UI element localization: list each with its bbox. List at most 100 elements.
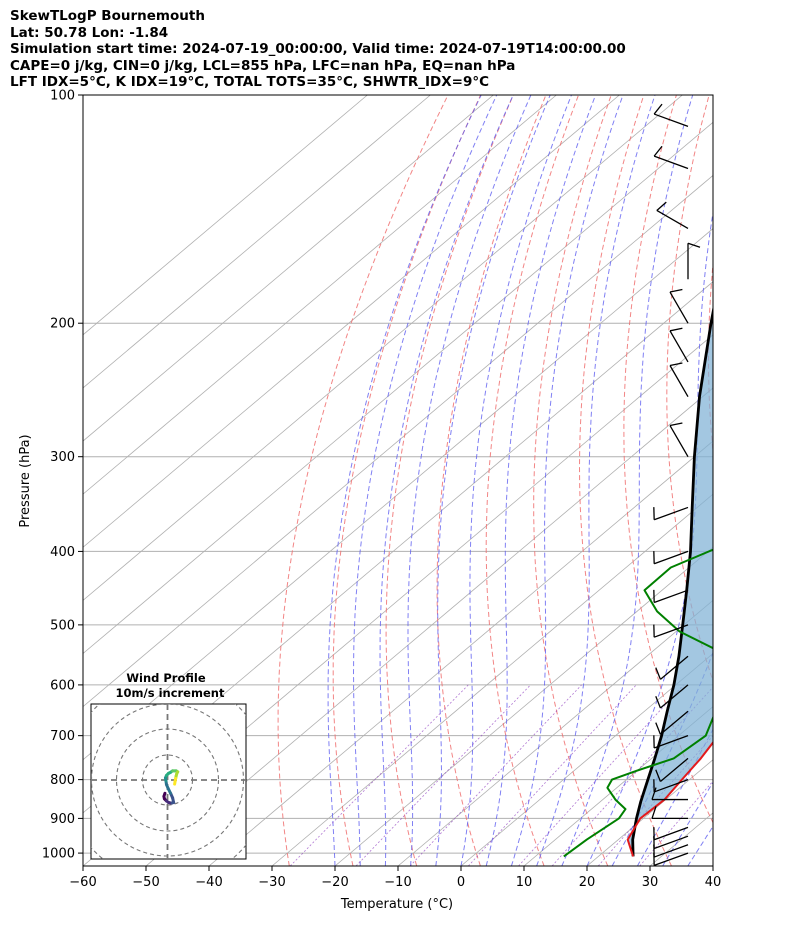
y-tick-label: 300 xyxy=(50,450,75,465)
wind-barb-flag xyxy=(655,769,662,782)
isotherm-line xyxy=(83,95,683,601)
wind-barb-staff xyxy=(660,684,689,709)
x-tick-label: 30 xyxy=(642,875,659,890)
inset-subtitle: 10m/s increment xyxy=(116,686,225,700)
wind-barb xyxy=(656,201,689,230)
wind-profile-inset: Wind Profile 10m/s increment xyxy=(90,671,247,860)
x-tick-label: −50 xyxy=(132,875,159,890)
moist-adiabat-line xyxy=(536,95,656,866)
wind-barb-staff xyxy=(653,155,689,170)
wind-barb-staff xyxy=(653,852,689,867)
wind-barb-flag xyxy=(651,787,657,800)
wind-barb-staff xyxy=(653,835,689,850)
dry-adiabat-line xyxy=(485,95,579,866)
dry-adiabat-line xyxy=(788,95,794,866)
wind-barb xyxy=(653,779,689,793)
isotherm-line xyxy=(83,95,368,336)
wind-barb-staff xyxy=(669,365,689,397)
wind-barb xyxy=(653,145,689,170)
moist-adiabat-line xyxy=(327,95,482,866)
profile-layer xyxy=(563,304,713,858)
wind-barb-staff xyxy=(653,735,689,749)
wind-barb xyxy=(653,103,689,127)
wind-barb-flag xyxy=(669,362,683,367)
wind-barb-staff xyxy=(653,826,689,841)
y-tick-label: 200 xyxy=(50,317,75,332)
wind-barb-flag xyxy=(669,288,683,293)
x-tick-label: −60 xyxy=(69,875,96,890)
time-line: Simulation start time: 2024-07-19_00:00:… xyxy=(10,41,626,57)
y-tick-label: 100 xyxy=(50,89,75,104)
wind-barb-staff xyxy=(669,425,689,458)
hodograph-segment xyxy=(173,779,177,786)
wind-barb-flag xyxy=(655,722,662,735)
temperature-line xyxy=(626,740,713,857)
dry-adiabat-line xyxy=(385,95,514,866)
x-tick-label: −40 xyxy=(195,875,222,890)
wind-barb xyxy=(653,826,689,841)
wind-barb xyxy=(651,787,688,801)
wind-barb-staff xyxy=(660,757,689,783)
x-tick-label: 20 xyxy=(579,875,596,890)
y-tick-label: 500 xyxy=(50,618,75,633)
moist-adiabat-line xyxy=(561,95,694,866)
wind-barb-staff xyxy=(660,710,689,735)
wind-barb-staff xyxy=(660,655,689,680)
wind-barb-flag xyxy=(653,103,663,115)
x-tick-label: −20 xyxy=(321,875,348,890)
dewpoint-line xyxy=(563,548,713,858)
dry-adiabat-line xyxy=(277,95,449,866)
wind-barb-staff xyxy=(653,550,689,565)
dry-adiabat-line xyxy=(436,95,547,866)
y-tick-label: 800 xyxy=(50,773,75,788)
moist-adiabat-line xyxy=(586,209,713,866)
wind-barb-staff xyxy=(653,624,689,638)
isotherm-line xyxy=(83,95,557,495)
wind-barb-flag xyxy=(655,667,662,680)
wind-barb-staff xyxy=(669,291,689,324)
wind-barb xyxy=(669,422,689,458)
isotherm-line xyxy=(460,652,713,866)
isotherm-line xyxy=(83,95,431,389)
wind-barb xyxy=(653,506,689,521)
x-axis-label: Temperature (°C) xyxy=(340,897,453,912)
dry-adiabat-line xyxy=(749,95,794,866)
isotherm-line xyxy=(271,493,713,866)
y-tick-label: 400 xyxy=(50,545,75,560)
mixing-ratio-line xyxy=(289,684,469,866)
inset-frame xyxy=(90,703,247,860)
mixing-ratio-line xyxy=(355,684,531,866)
wind-barb xyxy=(651,806,688,820)
wind-barb xyxy=(669,327,689,363)
dry-adiabat-line xyxy=(332,95,482,866)
wind-barb-staff xyxy=(653,589,689,604)
wind-barb xyxy=(653,589,689,604)
moist-adiabat-line xyxy=(510,95,624,866)
isotherm-line xyxy=(83,121,713,655)
y-tick-label: 900 xyxy=(50,812,75,827)
inset-plot xyxy=(91,704,246,859)
wind-barb-staff xyxy=(669,330,689,363)
indices-line-1: CAPE=0 j/kg, CIN=0 j/kg, LCL=855 hPa, LF… xyxy=(10,57,516,74)
wind-barb xyxy=(653,624,689,638)
wind-barb xyxy=(653,735,689,749)
wind-barb xyxy=(687,242,701,280)
wind-barb-flag xyxy=(687,242,701,248)
wind-barb-staff xyxy=(653,506,689,521)
wind-barb xyxy=(655,684,689,709)
isotherm-line xyxy=(397,599,713,866)
parcel-profile-line xyxy=(631,304,713,857)
isotherm-line xyxy=(334,546,713,866)
chart-title-block: SkewTLogP Bournemouth Lat: 50.78 Lon: -1… xyxy=(10,8,626,91)
wind-barb xyxy=(655,710,689,735)
indices-line-2: LFT IDX=5°C, K IDX=19°C, TOTAL TOTS=35°C… xyxy=(10,74,490,90)
isotherm-line xyxy=(776,95,794,866)
x-tick-label: −10 xyxy=(384,875,411,890)
mixing-ratio-line xyxy=(409,684,582,866)
isotherm-line xyxy=(83,95,494,442)
mixing-ratio-line xyxy=(468,684,637,866)
x-tick-label: 10 xyxy=(516,875,533,890)
wind-barb-flag xyxy=(656,201,667,211)
isotherm-line xyxy=(712,865,713,866)
